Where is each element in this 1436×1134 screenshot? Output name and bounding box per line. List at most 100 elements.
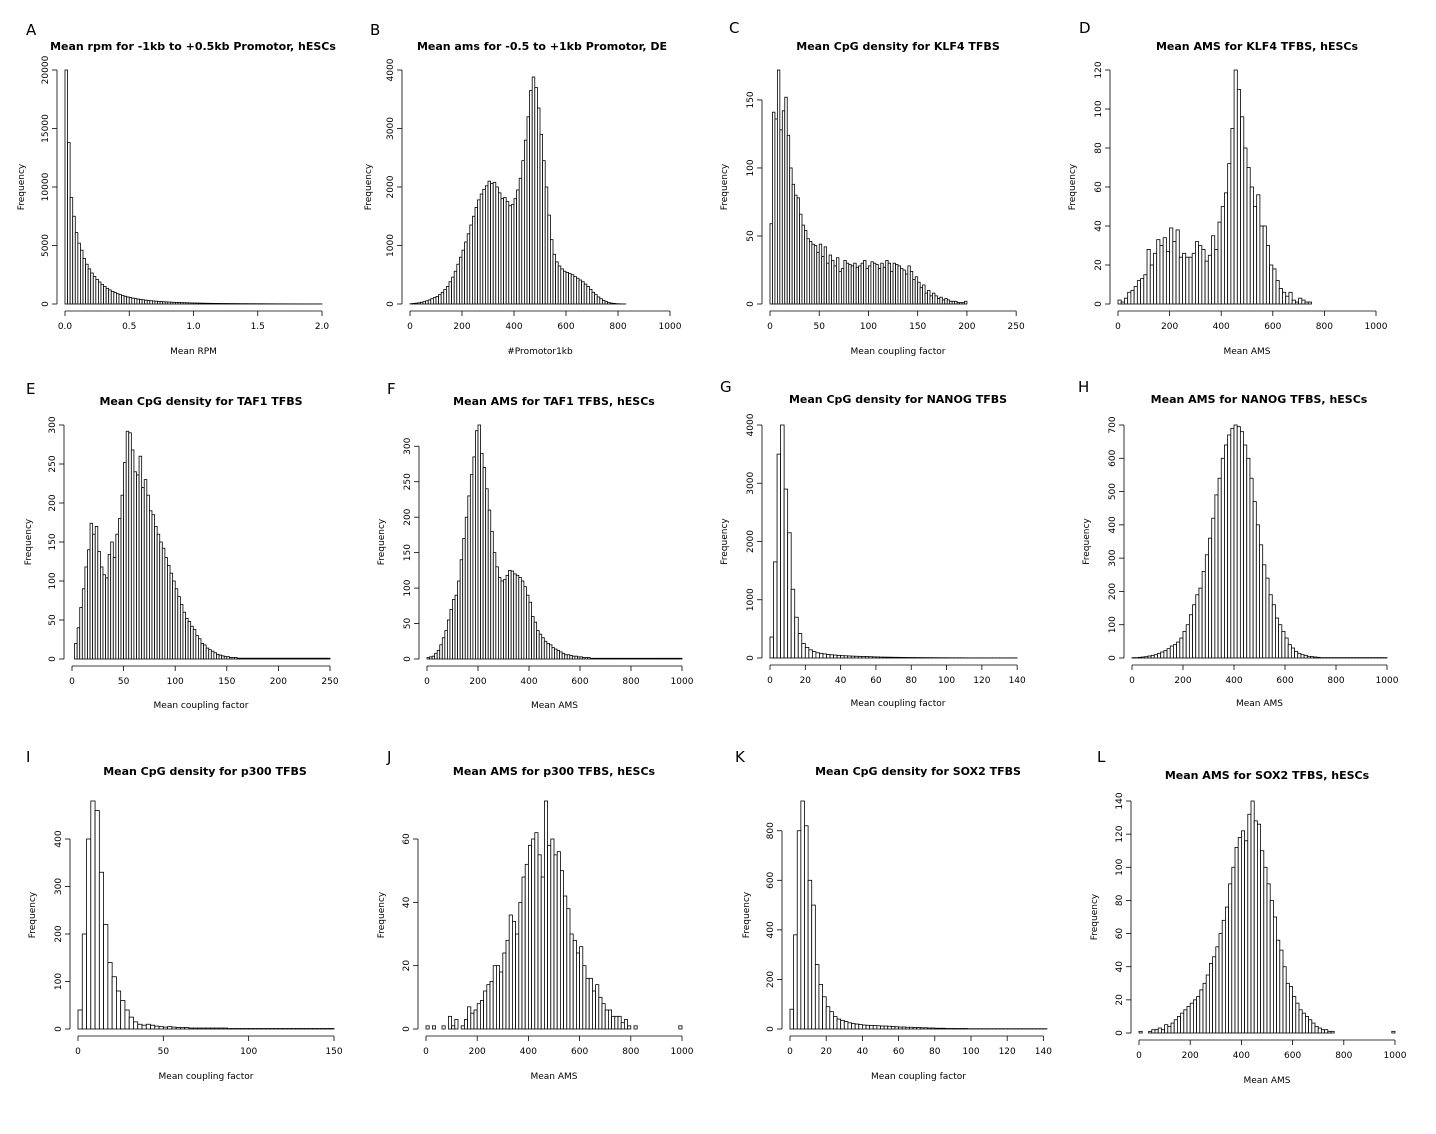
histogram-bar: [804, 647, 810, 659]
y-tick-label: 40: [402, 896, 412, 908]
y-tick-label: 10000: [41, 172, 51, 201]
histogram-bar: [162, 1026, 168, 1030]
x-tick-label: 40: [857, 1047, 869, 1057]
histogram-bar: [81, 933, 87, 1030]
y-tick-label: 60: [1094, 181, 1104, 193]
y-tick-label: 60: [402, 833, 412, 845]
histogram-bar: [1255, 524, 1260, 659]
histogram-bar: [447, 1015, 452, 1030]
y-tick-label: 0: [386, 301, 396, 307]
histogram-bar: [868, 656, 873, 659]
histogram-bar: [1237, 837, 1242, 1034]
histogram-bar: [1275, 280, 1280, 305]
x-tick-label: 0.0: [58, 322, 73, 332]
histogram-bar: [808, 649, 813, 659]
histogram-bar: [941, 1027, 947, 1030]
x-axis-label: #Promotor1kb: [507, 347, 573, 357]
histogram-bar: [556, 851, 561, 1030]
histogram-bar: [1157, 1027, 1162, 1034]
histogram-bar: [801, 643, 806, 659]
y-tick-label: 140: [1115, 792, 1125, 809]
y-tick-label: 120: [1115, 825, 1125, 842]
x-tick-label: 100: [860, 322, 877, 332]
histogram-bar: [154, 1025, 160, 1030]
histogram-bar: [1127, 291, 1132, 305]
x-tick-label: 0: [407, 322, 413, 332]
histogram-bar: [894, 1026, 899, 1030]
histogram-bar: [1282, 291, 1287, 305]
histogram-bar: [327, 657, 331, 660]
histogram-bar: [814, 964, 820, 1030]
x-axis-label: Mean coupling factor: [154, 701, 249, 711]
x-tick-label: 800: [622, 677, 639, 687]
x-tick-label: 0: [75, 1047, 81, 1057]
histogram-bar: [1177, 1016, 1182, 1034]
histogram-bar: [1180, 1012, 1185, 1034]
histogram-bar: [467, 1006, 472, 1030]
histogram-bar: [158, 1026, 164, 1030]
histogram-bar: [1256, 194, 1261, 305]
histogram-panel-f: F Mean AMS for TAF1 TFBS, hESCs 0 200 400 600…: [377, 380, 694, 711]
chart-title: Mean AMS for p300 TFBS, hESCs: [453, 765, 656, 778]
histogram-bar: [1170, 1022, 1175, 1034]
bars: [425, 800, 683, 1030]
panel-letter: B: [370, 21, 380, 39]
histogram-bar: [209, 1027, 215, 1030]
y-tick-label: 2000: [746, 530, 756, 553]
bars: [1138, 800, 1396, 1034]
histogram-bar: [872, 1025, 878, 1030]
histogram-bar: [1263, 866, 1268, 1034]
panel-letter: D: [1079, 19, 1091, 37]
panel-letter: K: [735, 748, 746, 766]
x-tick-label: 50: [158, 1047, 170, 1057]
chart-title: Mean AMS for TAF1 TFBS, hESCs: [453, 395, 655, 408]
x-tick-label: 800: [1316, 322, 1333, 332]
y-tick-label: 250: [48, 455, 58, 472]
histogram-bar: [592, 990, 597, 1030]
histogram-bar: [893, 656, 898, 659]
histogram-bar: [1117, 299, 1122, 305]
histogram-bar: [1252, 501, 1257, 659]
histogram-bar: [479, 1000, 484, 1030]
histogram-bar: [1156, 239, 1161, 305]
histogram-bar: [476, 1003, 481, 1030]
histogram-bar: [133, 1021, 139, 1030]
histogram-bar: [492, 965, 497, 1030]
histogram-bar: [1292, 996, 1297, 1034]
x-tick-label: 200: [958, 322, 975, 332]
histogram-bar: [1246, 457, 1251, 659]
y-tick-label: 3000: [746, 472, 756, 495]
panel-letter: F: [387, 380, 396, 398]
histogram-bar: [807, 879, 813, 1030]
bars: [426, 424, 683, 660]
histogram-bar: [483, 990, 488, 1030]
histogram-bar: [560, 870, 565, 1030]
histogram-bar: [1307, 301, 1312, 305]
histogram-bar: [1208, 537, 1213, 659]
x-tick-label: 40: [835, 676, 847, 686]
histogram-bar: [624, 1019, 629, 1030]
histogram-bar: [865, 1024, 871, 1030]
histogram-bar: [923, 1027, 928, 1030]
y-tick-label: 120: [1094, 61, 1104, 78]
histogram-bar: [1294, 301, 1299, 305]
histogram-bar: [1287, 644, 1292, 659]
histogram-bar: [1153, 252, 1158, 305]
bars: [1117, 69, 1312, 305]
histogram-bar: [1211, 517, 1216, 659]
histogram-bar: [1161, 1029, 1166, 1034]
histogram-bar: [833, 1016, 838, 1030]
x-tick-label: 200: [1174, 676, 1191, 686]
histogram-bar: [1124, 297, 1129, 305]
x-axis-label: Mean AMS: [1236, 699, 1283, 709]
x-tick-label: 100: [240, 1047, 257, 1057]
histogram-bar: [1153, 654, 1158, 659]
histogram-bar: [1205, 974, 1210, 1034]
histogram-bar: [563, 895, 568, 1030]
histogram-bar: [499, 971, 504, 1030]
histogram-bar: [1209, 963, 1214, 1034]
histogram-bar: [1321, 1029, 1326, 1034]
histogram-panel-h: H Mean AMS for NANOG TFBS, hESCs 0 200 400 60…: [1078, 378, 1399, 709]
